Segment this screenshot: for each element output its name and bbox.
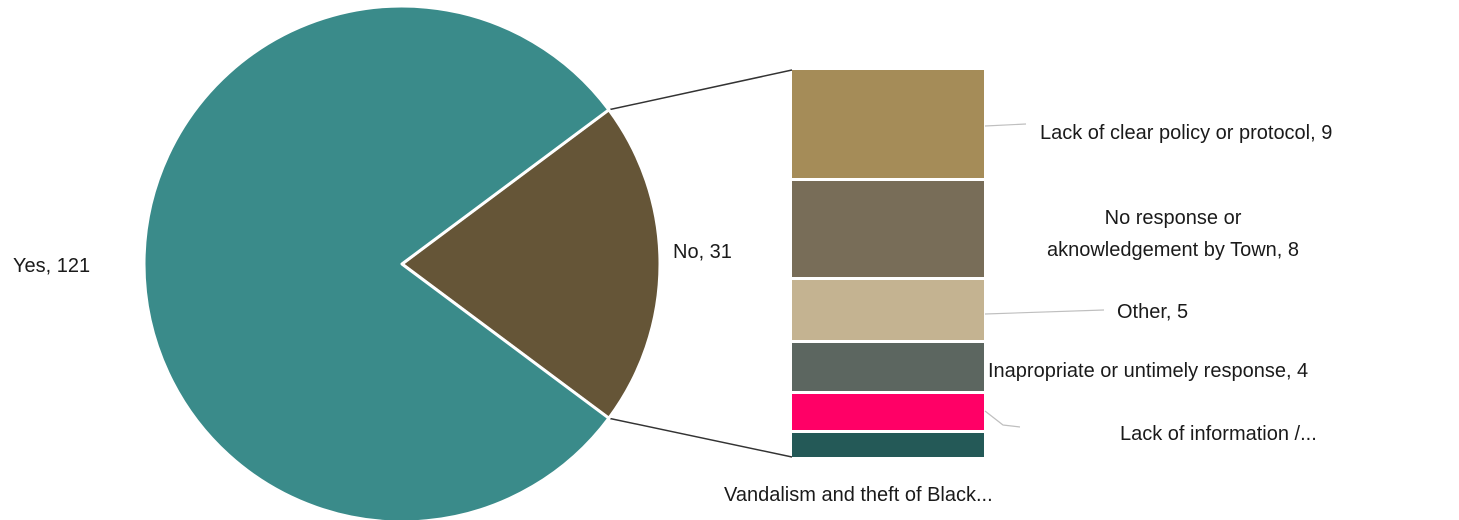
breakdown-bar-1 [792, 70, 984, 178]
connector-line-bottom [608, 417, 793, 458]
breakdown-label-3: Other, 5 [1117, 301, 1188, 323]
breakdown-label-2-line-1: No response or [1105, 207, 1242, 229]
breakdown-bar-4 [792, 343, 984, 391]
breakdown-bar-2 [792, 181, 984, 277]
breakdown-label-6: Vandalism and theft of Black... [724, 484, 993, 506]
breakdown-label-2-line-2: aknowledgement by Town, 8 [1047, 239, 1299, 261]
breakdown-bar-3 [792, 280, 984, 340]
breakdown-stack [792, 70, 984, 457]
leader-lines [984, 123, 1105, 428]
breakdown-label-5: Lack of information /... [1120, 423, 1317, 445]
leader-line-1 [984, 123, 1027, 127]
pie-label-no: No, 31 [673, 241, 732, 263]
pie-slice-yes [142, 4, 611, 520]
connector-line-top [608, 69, 793, 111]
pie [142, 4, 662, 520]
leader-line-5 [984, 410, 1021, 428]
breakdown-label-4: Inapropriate or untimely response, 4 [988, 360, 1308, 382]
data-labels: Yes, 121 No, 31 Lack of clear policy or pr… [13, 122, 1332, 506]
breakdown-label-1: Lack of clear policy or protocol, 9 [1040, 122, 1332, 144]
breakdown-bar-5 [792, 394, 984, 430]
pie-slice-no [400, 108, 662, 420]
leader-line-3 [984, 309, 1105, 315]
connector-lines [608, 69, 793, 458]
pie-label-yes: Yes, 121 [13, 255, 90, 277]
breakdown-bar-6 [792, 433, 984, 457]
